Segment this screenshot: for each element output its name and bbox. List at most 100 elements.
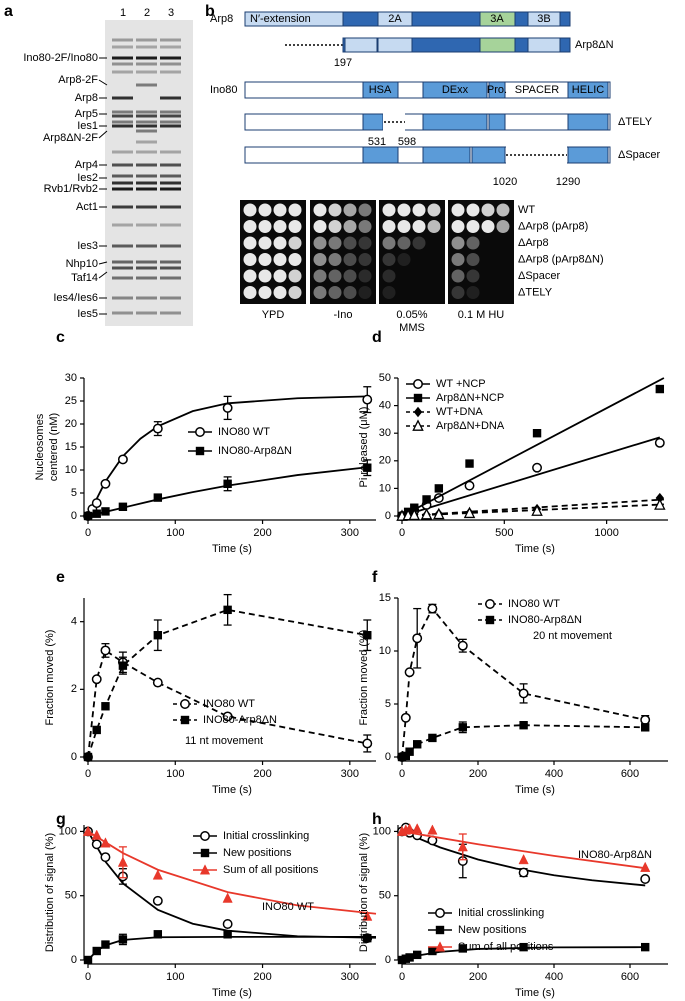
x-tick-label: 1000	[594, 527, 618, 539]
colony-spot	[313, 236, 327, 250]
colony-spot	[243, 203, 257, 217]
x-tick-label: 300	[341, 971, 359, 983]
gel-band	[136, 244, 157, 248]
legend-marker	[199, 864, 211, 875]
colony-spot	[397, 253, 411, 266]
x-tick-label: 100	[166, 768, 184, 780]
domain	[479, 37, 516, 53]
y-axis-label: Nucleosomes	[34, 413, 46, 480]
colony-spot	[466, 203, 480, 217]
panel-label: h	[372, 811, 382, 828]
y-tick-label: 20	[379, 455, 391, 467]
gel-band	[112, 70, 133, 74]
x-tick-label: 400	[545, 768, 563, 780]
gel-band	[136, 260, 157, 264]
fit-curve	[87, 935, 376, 961]
data-point	[83, 752, 93, 762]
data-point	[91, 839, 102, 850]
gel-band	[112, 110, 133, 114]
y-tick-label: 100	[373, 825, 391, 837]
data-point	[427, 824, 438, 835]
domain	[527, 11, 561, 27]
domain	[422, 81, 488, 99]
data-point	[117, 856, 129, 867]
colony-spot	[243, 220, 257, 233]
legend-label: INO80-Arp8ΔN	[218, 445, 292, 457]
data-point	[118, 935, 128, 944]
colony-spot	[397, 203, 411, 217]
data-point	[458, 944, 467, 953]
colony-spot	[481, 203, 495, 217]
protein-label: Arp5	[75, 108, 98, 120]
colony-spot	[328, 236, 342, 250]
colony-spot	[343, 203, 357, 217]
protein-name: Ino80	[210, 84, 238, 96]
legend-label: Initial crosslinking	[458, 907, 544, 919]
deletion-gap	[506, 146, 567, 164]
legend-label: WT +NCP	[436, 378, 486, 390]
colony-spot	[382, 220, 396, 233]
mutant-name: ΔTELY	[618, 116, 653, 128]
y-tick-label: 30	[379, 427, 391, 439]
gel-band	[160, 223, 181, 227]
colony-spot	[243, 269, 257, 283]
colony-spot	[328, 286, 342, 299]
gel-band	[136, 45, 157, 49]
y-tick-label: 25	[65, 395, 77, 407]
data-point	[405, 953, 414, 962]
colony-spot	[258, 236, 272, 250]
gel-band	[136, 56, 157, 60]
annotation: 20 nt movement	[533, 630, 612, 642]
colony-spot	[412, 203, 426, 217]
x-tick-label: 200	[253, 971, 271, 983]
domain-label: HELIC	[572, 84, 604, 96]
data-point	[101, 940, 110, 949]
colony-spot	[313, 253, 327, 266]
x-tick-label: 0	[85, 971, 91, 983]
y-tick-label: 10	[379, 645, 391, 657]
data-point	[118, 661, 128, 670]
x-tick-label: 300	[341, 527, 359, 539]
legend-marker	[195, 427, 205, 437]
y-axis-label: centered (nM)	[48, 413, 60, 481]
condition-label: -Ino	[334, 309, 353, 321]
strain-label: ΔArp8 (pArp8ΔN)	[518, 253, 604, 265]
colony-spot	[258, 253, 272, 266]
x-tick-label: 100	[166, 527, 184, 539]
y-tick-label: 0	[71, 954, 77, 966]
data-point	[153, 930, 163, 939]
y-tick-label: 100	[59, 825, 77, 837]
data-point	[654, 498, 666, 510]
data-point	[222, 919, 233, 929]
colony-spot	[343, 220, 357, 233]
x-axis-label: Time (s)	[212, 543, 252, 555]
colony-spot	[451, 269, 465, 283]
domain-label: DExx	[442, 84, 469, 96]
data-point	[92, 946, 101, 956]
x-tick-label: 300	[341, 768, 359, 780]
gel-band	[160, 181, 181, 185]
gel-band	[136, 187, 157, 191]
data-point	[458, 723, 467, 732]
domain	[422, 113, 488, 131]
colony-spot	[382, 286, 396, 299]
data-point	[400, 712, 411, 723]
data-point	[152, 423, 163, 434]
gel-band	[112, 276, 133, 280]
data-point	[457, 640, 468, 651]
gel-band	[160, 38, 181, 42]
gel-band	[160, 70, 181, 74]
legend-marker	[413, 393, 423, 403]
data-point	[222, 711, 233, 722]
x-axis-label: Time (s)	[515, 543, 555, 555]
colony-spot	[427, 220, 441, 233]
data-point	[408, 508, 421, 521]
data-point	[405, 747, 414, 756]
fit-curve	[87, 830, 377, 915]
colony-spot	[451, 203, 465, 217]
legend-marker	[412, 419, 424, 431]
x-tick-label: 0	[85, 768, 91, 780]
data-point	[420, 507, 433, 520]
gel-band	[112, 174, 133, 178]
panel-label: c	[56, 329, 65, 346]
